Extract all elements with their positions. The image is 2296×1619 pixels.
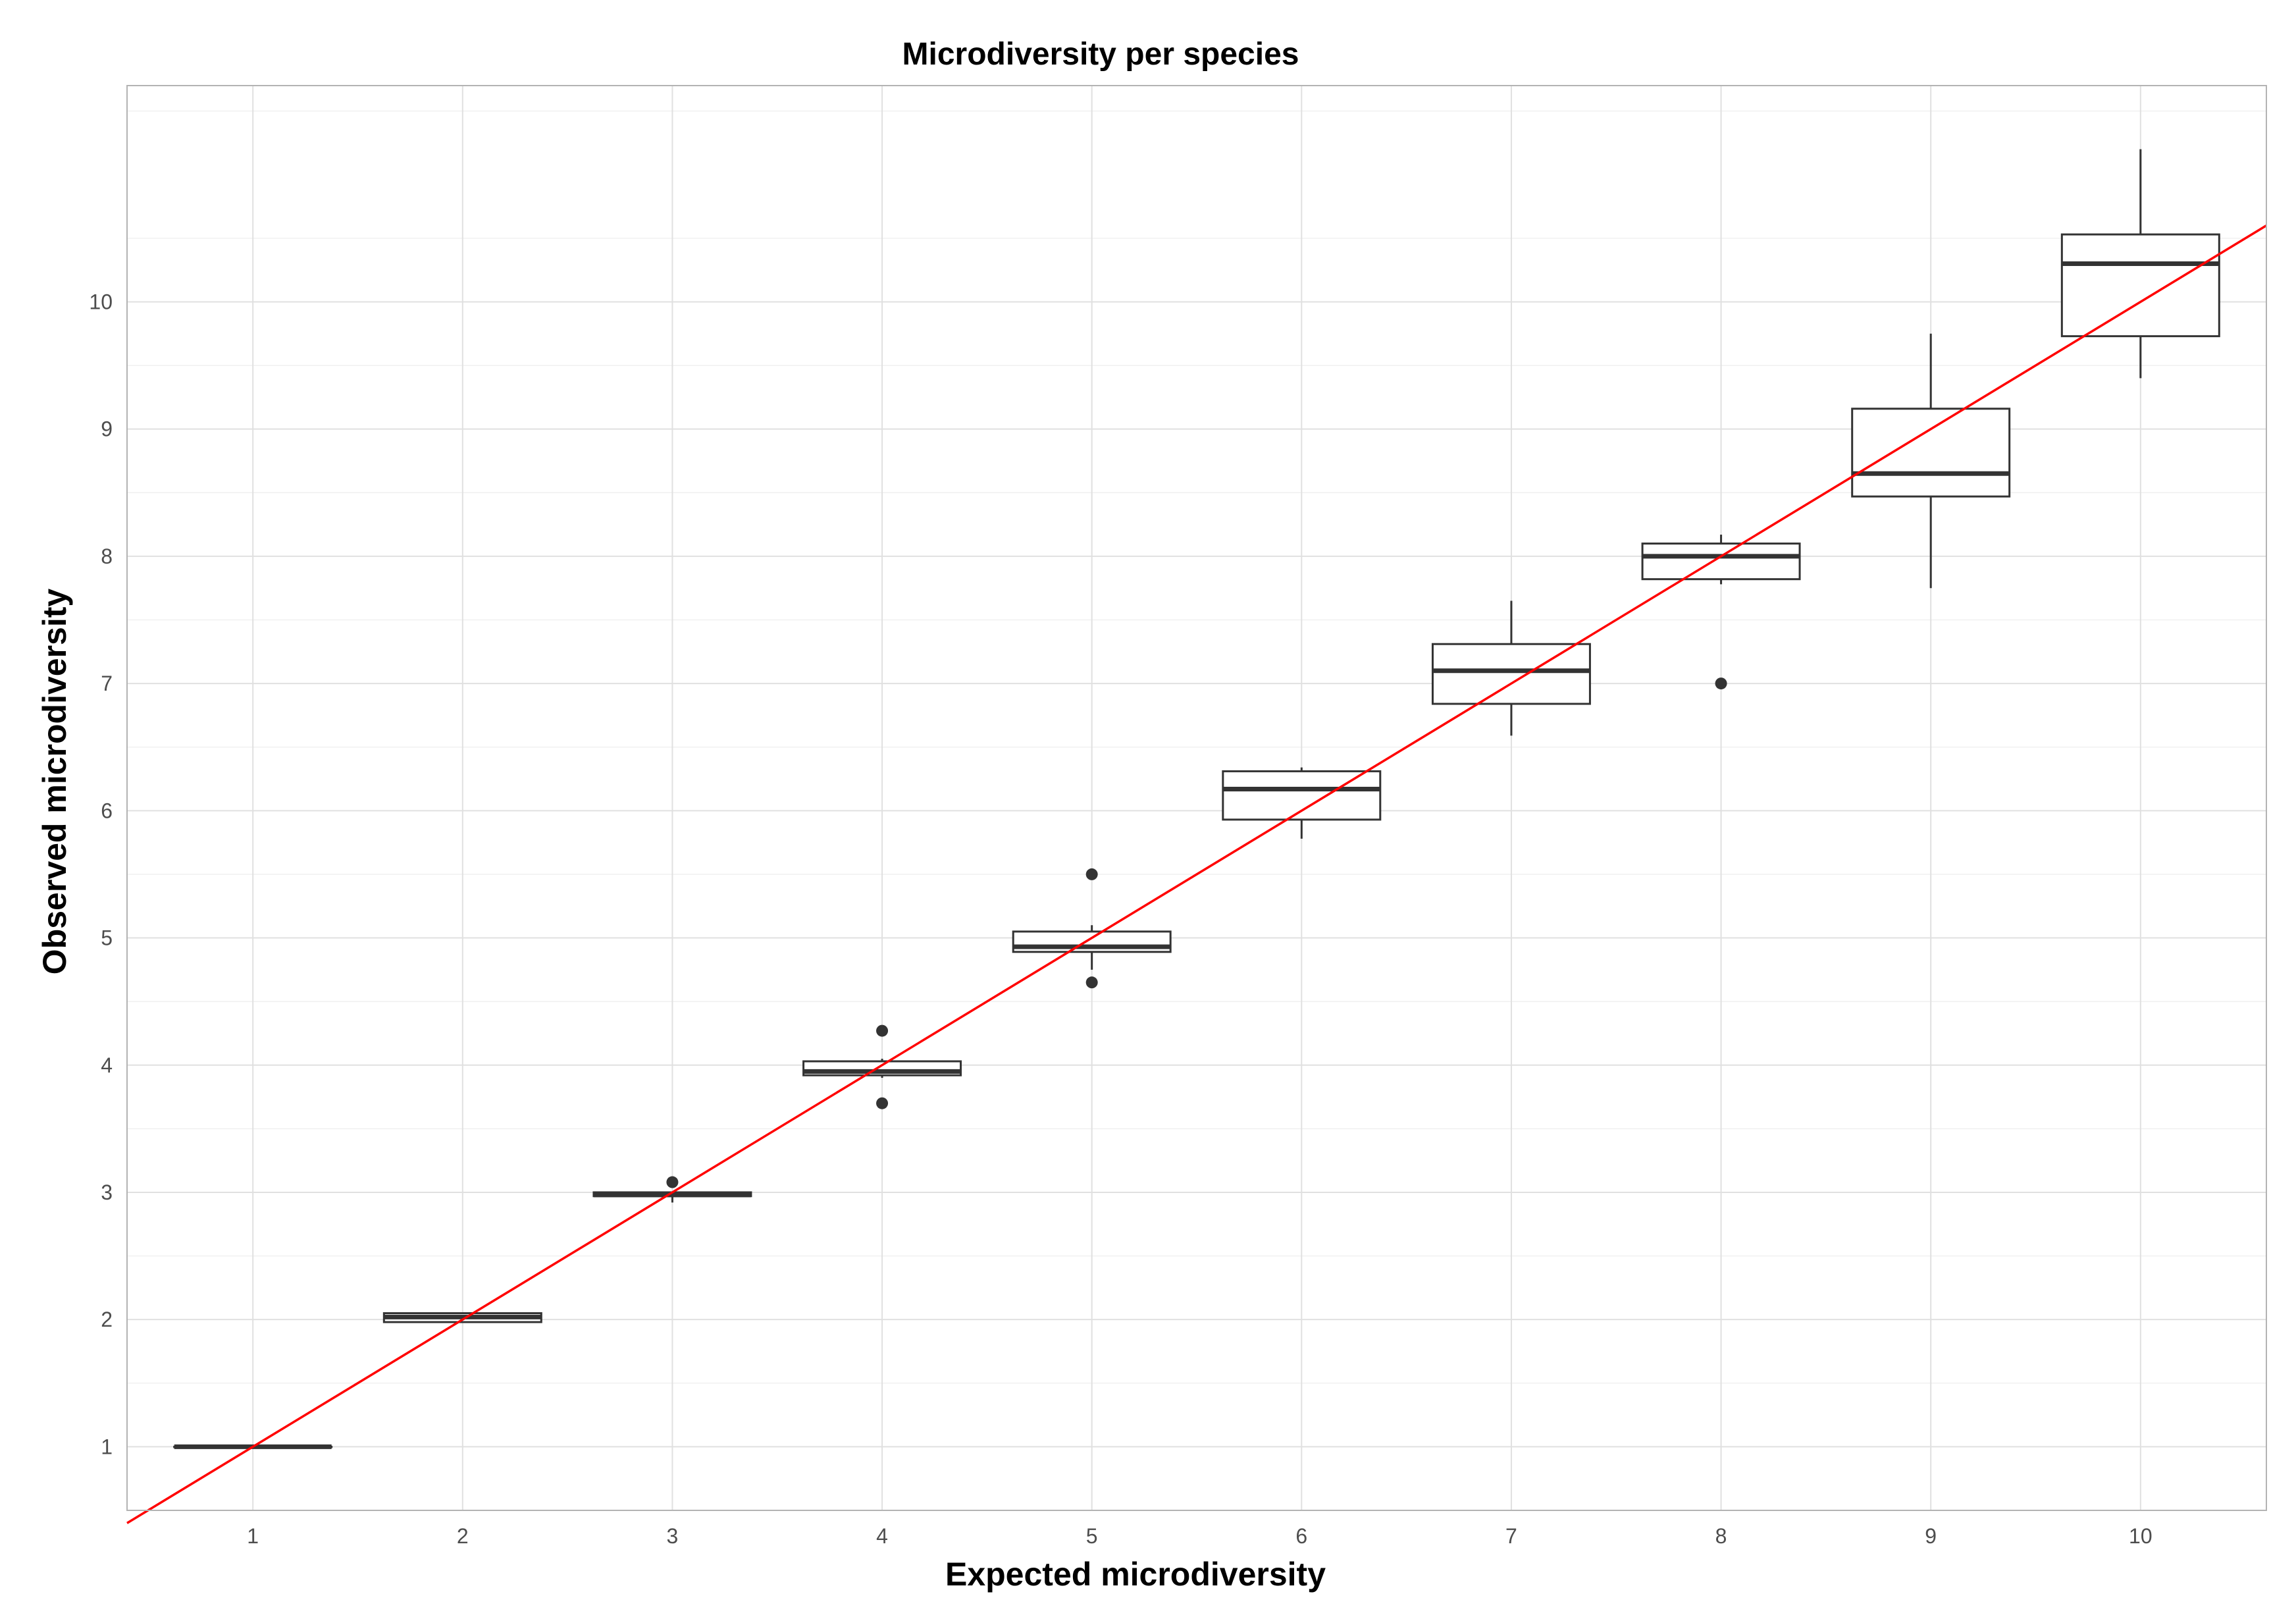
y-tick-label: 6 (101, 799, 113, 822)
box-group (382, 1312, 542, 1323)
x-tick-label: 9 (1925, 1524, 1937, 1548)
box-iqr (1851, 408, 2011, 498)
x-tick-label: 10 (2129, 1524, 2152, 1548)
outlier-point (1085, 976, 1098, 989)
x-tick-label: 1 (247, 1524, 259, 1548)
x-tick-label: 7 (1505, 1524, 1517, 1548)
y-tick-label: 8 (101, 544, 113, 568)
x-tick-label: 5 (1086, 1524, 1098, 1548)
y-tick-label: 4 (101, 1053, 113, 1077)
outlier-point (666, 1176, 679, 1188)
box-group (1012, 868, 1172, 989)
boxes-layer (173, 149, 2220, 1449)
grid-layer (127, 86, 2266, 1511)
y-tick-label: 5 (101, 926, 113, 950)
reference-line-layer (126, 225, 2267, 1524)
box-group (802, 1024, 962, 1109)
reference-line (126, 225, 2267, 1524)
y-tick-label: 2 (101, 1308, 113, 1331)
box-group (1851, 333, 2011, 589)
x-tick-label: 6 (1295, 1524, 1307, 1548)
y-axis-title: Observed microdiversity (36, 589, 73, 975)
x-tick-label: 4 (876, 1524, 888, 1548)
y-tick-label: 3 (101, 1181, 113, 1204)
x-tick-label: 2 (457, 1524, 469, 1548)
outlier-point (1085, 868, 1098, 880)
x-tick-label: 8 (1715, 1524, 1727, 1548)
box-group (2060, 149, 2220, 379)
box-iqr (1641, 543, 1801, 581)
box-iqr (2060, 233, 2220, 338)
y-tick-label: 1 (101, 1435, 113, 1458)
x-tick-label: 3 (667, 1524, 679, 1548)
outlier-point (1715, 677, 1727, 690)
chart-title: Microdiversity per species (902, 37, 1299, 72)
y-tick-label: 9 (101, 417, 113, 441)
y-tick-label: 10 (89, 290, 113, 313)
outlier-point (876, 1097, 889, 1109)
x-axis-title: Expected microdiversity (945, 1556, 1326, 1593)
panel-border (126, 85, 2267, 1511)
tick-labels: 1 2 3 4 5 6 7 8 9 10 1 2 3 4 5 6 7 8 9 10 (89, 290, 2152, 1548)
box-iqr (1431, 643, 1591, 705)
y-tick-label: 7 (101, 672, 113, 695)
outlier-point (876, 1024, 889, 1037)
box-group (1431, 600, 1591, 736)
